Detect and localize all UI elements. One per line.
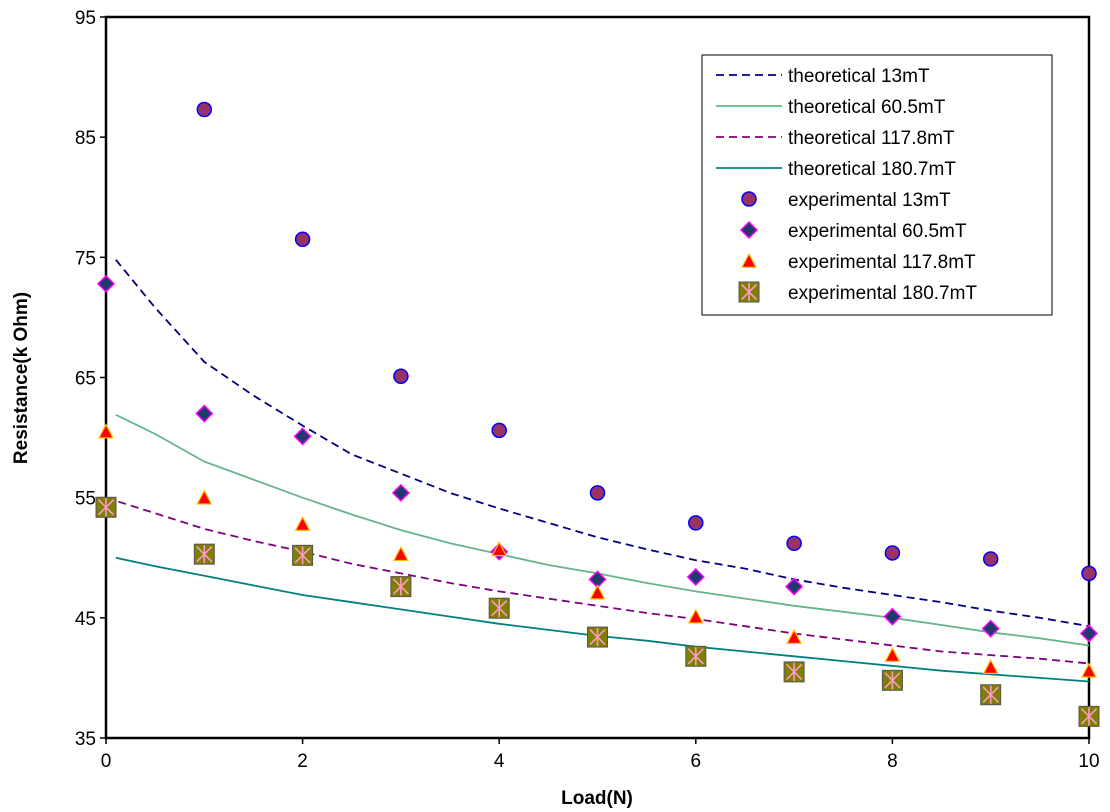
data-point [981, 619, 1000, 638]
data-point [1081, 662, 1097, 678]
data-point [491, 422, 507, 439]
series-experimental-180-7mt [95, 496, 1100, 727]
legend-swatch [739, 220, 759, 240]
data-point [195, 404, 214, 423]
data-point [587, 626, 608, 648]
data-point [292, 544, 314, 566]
legend-item: experimental 13mT [741, 190, 951, 211]
y-tick-label: 45 [75, 609, 96, 630]
data-point [982, 658, 999, 675]
data-point [980, 684, 1002, 706]
legend-item: theoretical 13mT [716, 66, 930, 87]
x-tick-label: 6 [691, 751, 702, 772]
legend-item: theoretical 180.7mT [716, 159, 956, 180]
data-point [392, 545, 409, 562]
data-point [193, 543, 215, 565]
data-point [96, 274, 116, 293]
series-line [105, 496, 1090, 665]
legend-label: theoretical 13mT [788, 66, 930, 87]
x-tick-label: 2 [297, 751, 308, 772]
legend-label: theoretical 60.5mT [788, 97, 946, 118]
series-experimental-60-5mt [96, 274, 1099, 643]
x-tick-label: 0 [101, 751, 112, 772]
legend-swatch [738, 281, 760, 303]
y-tick-label: 75 [75, 248, 96, 269]
data-point [98, 423, 114, 439]
x-axis-title: Load(N) [561, 788, 633, 809]
data-point [1079, 624, 1099, 643]
data-point [391, 483, 410, 502]
y-tick-label: 35 [75, 729, 96, 750]
data-point [884, 545, 901, 561]
legend-label: experimental 13mT [788, 190, 951, 211]
data-point [196, 101, 213, 118]
series-theoretical-117-8mt [105, 496, 1090, 665]
data-point [688, 515, 704, 531]
series-line [115, 259, 1090, 628]
data-point [786, 535, 802, 552]
y-axis-title: Resistance(k Ohm) [11, 292, 32, 464]
data-point [881, 669, 903, 691]
data-point [488, 597, 510, 619]
legend-item: theoretical 60.5mT [716, 97, 946, 118]
y-tick-label: 65 [75, 369, 96, 390]
legend-label: experimental 180.7mT [788, 283, 977, 304]
legend-swatch [741, 191, 757, 207]
legend-item: theoretical 117.8mT [716, 128, 955, 149]
legend-item: experimental 117.8mT [741, 252, 976, 273]
data-point [393, 368, 409, 385]
series-experimental-13mt [196, 101, 1097, 582]
legend: theoretical 13mT theoretical 60.5mT theore… [701, 54, 1053, 316]
legend-item: experimental 60.5mT [739, 220, 967, 242]
data-point [589, 485, 606, 501]
series-experimental-117-8mt [98, 423, 1097, 678]
data-point [294, 231, 311, 248]
legend-item: experimental 180.7mT [738, 281, 977, 304]
data-point [1081, 565, 1097, 582]
data-point [491, 541, 508, 557]
legend-label: theoretical 117.8mT [788, 128, 955, 149]
series-theoretical-13mt [115, 259, 1090, 628]
data-point [785, 577, 804, 596]
legend-label: theoretical 180.7mT [788, 159, 956, 180]
data-point [293, 427, 312, 446]
series-layer [95, 101, 1100, 727]
y-tick-label: 85 [75, 128, 96, 149]
data-point [294, 515, 311, 532]
y-axis-ticks: 35 45 55 65 75 85 95 [75, 8, 106, 750]
x-tick-label: 10 [1078, 751, 1099, 772]
data-point [589, 584, 606, 600]
y-tick-label: 55 [75, 489, 96, 510]
data-point [982, 551, 999, 567]
data-point [196, 489, 213, 505]
data-point [686, 567, 705, 587]
data-point [685, 645, 707, 667]
data-point [884, 646, 901, 662]
data-point [783, 661, 805, 683]
legend-label: experimental 117.8mT [788, 252, 976, 273]
legend-box [701, 54, 1053, 316]
legend-swatch [741, 252, 757, 268]
data-point [786, 628, 803, 644]
data-point [95, 496, 117, 518]
data-point [883, 607, 902, 626]
y-tick-label: 95 [75, 8, 96, 29]
data-point [1078, 705, 1100, 727]
legend-label: experimental 60.5mT [788, 221, 967, 242]
data-point [687, 608, 704, 624]
x-tick-label: 4 [494, 751, 505, 772]
data-point [390, 576, 412, 598]
x-tick-label: 8 [887, 751, 898, 772]
x-axis-ticks: 0 2 4 6 8 10 [101, 738, 1100, 772]
